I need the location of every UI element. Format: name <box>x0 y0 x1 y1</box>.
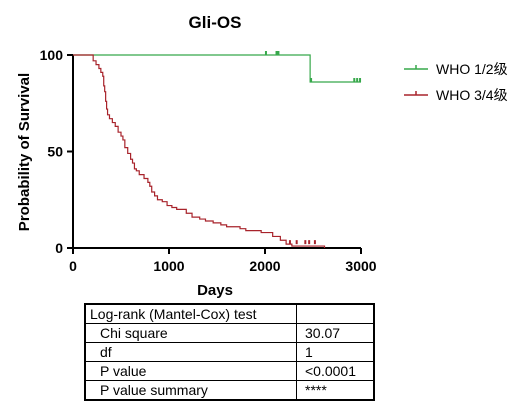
stats-row-value: **** <box>296 380 375 401</box>
stats-header-row: Log-rank (Mantel-Cox) test <box>84 303 375 324</box>
stats-header-value <box>296 303 375 324</box>
stats-row: P value <0.0001 <box>84 361 375 381</box>
stats-row-value: <0.0001 <box>296 361 375 381</box>
stats-row: Chi square 30.07 <box>84 323 375 343</box>
y-tick-label: 50 <box>47 144 63 160</box>
stats-row-label: df <box>84 342 297 362</box>
x-tick-label: 1000 <box>153 258 184 274</box>
y-axis-label: Probability of Survival <box>16 73 33 231</box>
chart-legend: WHO 1/2级 WHO 3/4级 <box>404 61 508 103</box>
stats-header-label: Log-rank (Mantel-Cox) test <box>84 303 297 324</box>
survival-curve-line <box>73 54 326 248</box>
y-tick-label: 0 <box>55 240 63 256</box>
chart-title: Gli-OS <box>189 13 242 32</box>
stats-row: df 1 <box>84 342 375 362</box>
x-tick-label: 0 <box>69 258 77 274</box>
stats-row-label: P value summary <box>84 380 297 401</box>
stats-row-label: Chi square <box>84 323 297 343</box>
survival-curve-line <box>73 54 361 83</box>
stats-row-value: 30.07 <box>296 323 375 343</box>
stats-row-label: P value <box>84 361 297 381</box>
stats-row: P value summary **** <box>84 380 375 401</box>
x-tick-label: 2000 <box>249 258 280 274</box>
stats-row-value: 1 <box>296 342 375 362</box>
x-axis-label: Days <box>197 282 233 299</box>
logrank-stats-table: Log-rank (Mantel-Cox) test Chi square 30… <box>84 303 375 401</box>
x-tick-label: 3000 <box>345 258 376 274</box>
y-tick-label: 100 <box>40 47 64 63</box>
legend-label: WHO 3/4级 <box>436 87 508 103</box>
chart-plot-area <box>73 51 362 248</box>
legend-label: WHO 1/2级 <box>436 61 508 77</box>
